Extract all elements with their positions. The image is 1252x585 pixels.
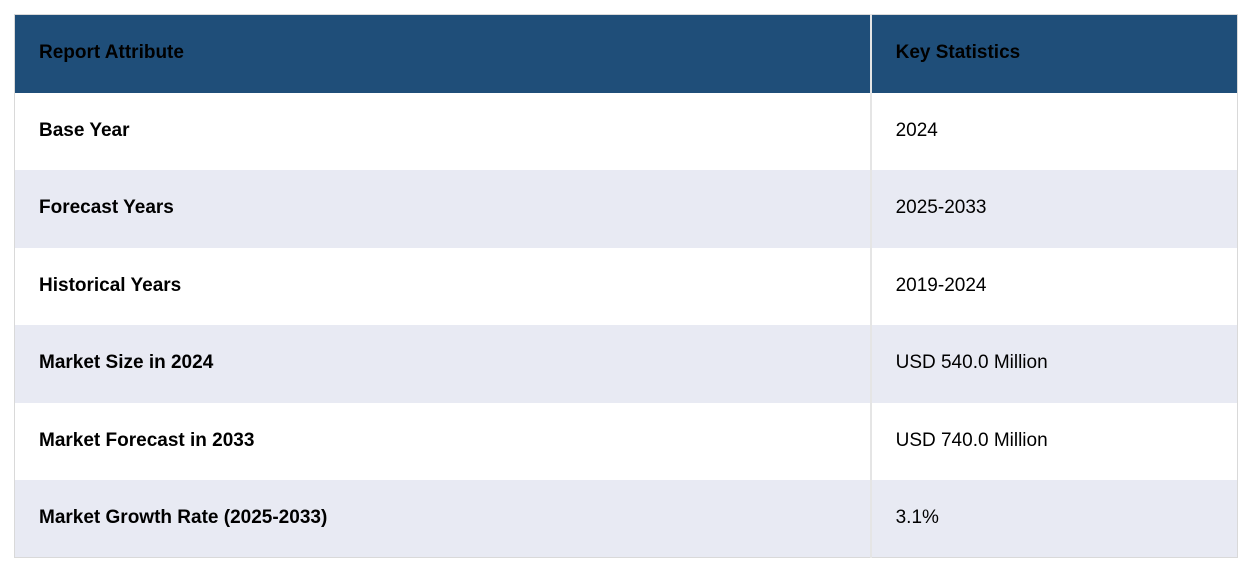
table-row-market-size: Market Size in 2024 USD 540.0 Million (14, 325, 1238, 403)
value-cell: USD 540.0 Million (895, 352, 1048, 374)
value-cell: 2024 (895, 119, 938, 141)
report-summary-section: Report Attribute Key Statistics Base Yea… (14, 14, 1238, 558)
value-cell: 2019-2024 (895, 274, 987, 296)
table-row-forecast-years: Forecast Years 2025-2033 (14, 170, 1238, 248)
attribute-cell: Market Size in 2024 (14, 325, 872, 403)
attribute-cell: Historical Years (14, 247, 872, 325)
header-cell-key-statistics: Key Statistics (895, 42, 1021, 64)
value-cell: 3.1% (895, 507, 939, 529)
table-row-market-forecast: Market Forecast in 2033 USD 740.0 Millio… (14, 402, 1238, 480)
attribute-cell: Market Growth Rate (2025-2033) (14, 480, 872, 558)
value-cell: USD 740.0 Million (895, 429, 1048, 451)
table-header-row: Report Attribute Key Statistics (14, 14, 1238, 93)
report-attributes-table: Report Attribute Key Statistics Base Yea… (14, 14, 1238, 558)
attribute-cell: Market Forecast in 2033 (14, 402, 872, 480)
table-row-historical-years: Historical Years 2019-2024 (14, 247, 1238, 325)
table-row-base-year: Base Year 2024 (14, 92, 1238, 170)
header-cell-report-attribute: Report Attribute (14, 14, 872, 93)
attribute-cell: Base Year (14, 92, 872, 170)
table-row-growth-rate: Market Growth Rate (2025-2033) 3.1% (14, 480, 1238, 558)
attribute-cell: Forecast Years (14, 170, 872, 248)
value-cell: 2025-2033 (895, 197, 987, 219)
